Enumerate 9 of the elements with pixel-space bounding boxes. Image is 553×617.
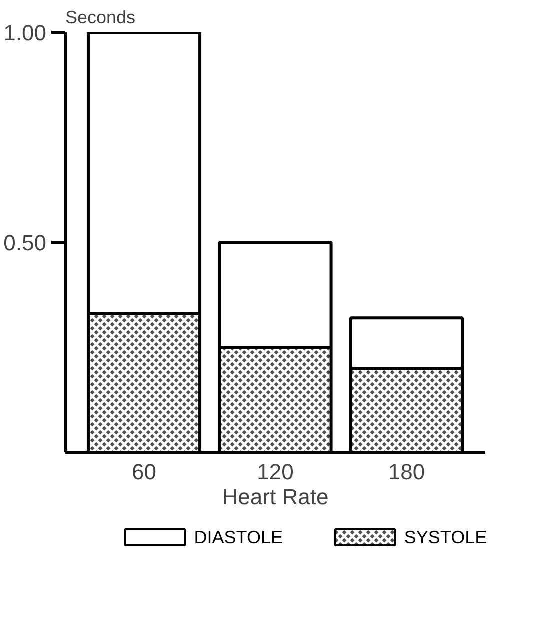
y-tick-label: 0.50	[4, 230, 47, 256]
y-tick-label: 1.00	[4, 20, 47, 46]
x-tick-label: 180	[388, 460, 426, 484]
x-tick-label: 120	[257, 460, 294, 484]
x-axis-title: Heart Rate	[222, 484, 329, 510]
y-axis-title: Seconds	[66, 8, 136, 28]
x-tick-label: 60	[132, 460, 156, 484]
legend-label: SYSTOLE	[404, 528, 488, 548]
legend-label: DIASTOLE	[194, 528, 284, 548]
